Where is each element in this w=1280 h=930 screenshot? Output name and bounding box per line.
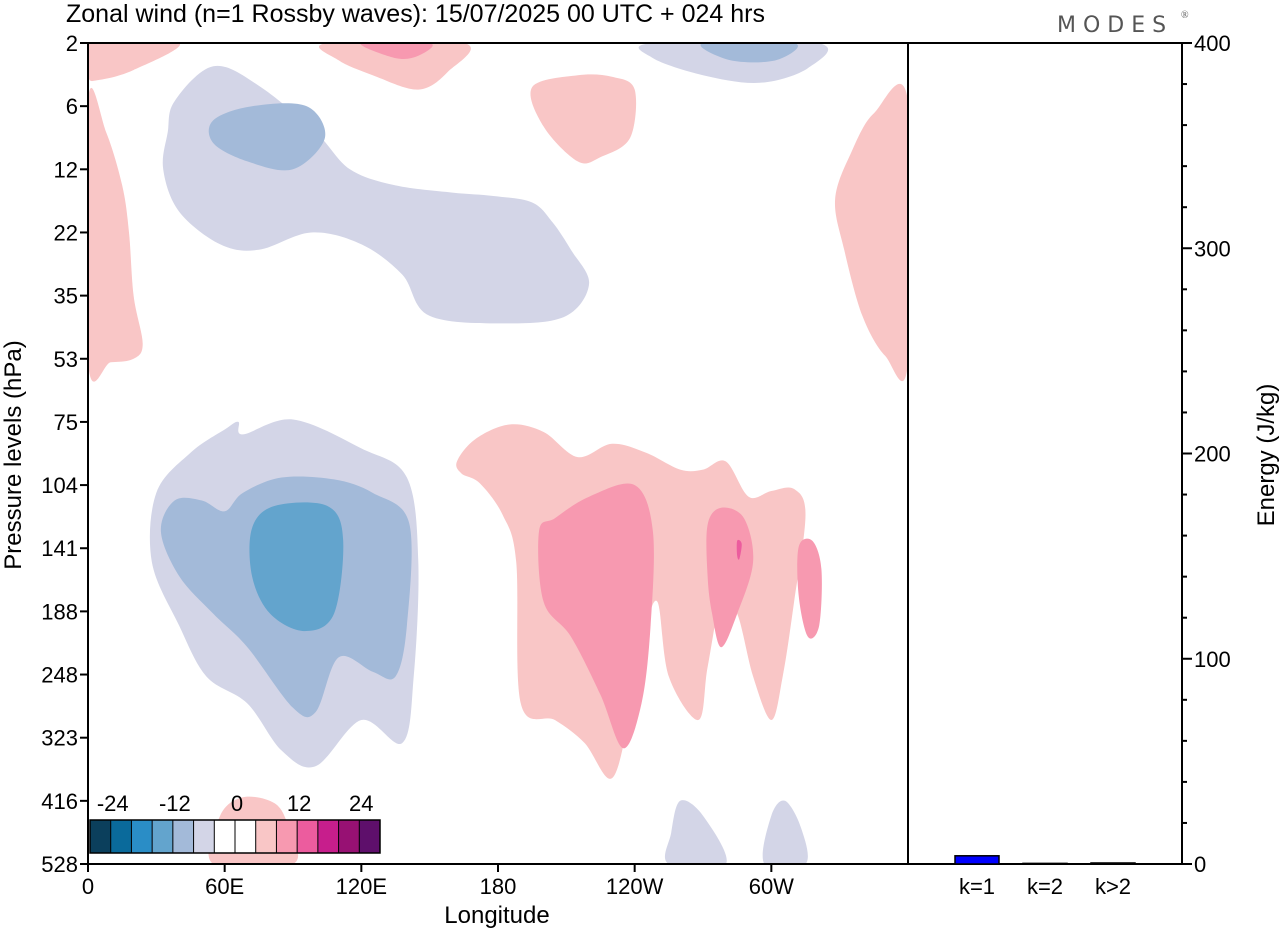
colorbar-swatch — [338, 820, 360, 853]
chart-title: Zonal wind (n=1 Rossby waves): 15/07/202… — [66, 0, 765, 28]
colorbar-swatch — [235, 820, 257, 853]
colorbar-swatch — [90, 820, 112, 853]
y-tick-label: 104 — [41, 473, 78, 498]
colorbar-tick-label: 0 — [231, 791, 243, 816]
y-tick-label: 12 — [54, 157, 78, 182]
x-tick-label: 60E — [205, 874, 244, 899]
colorbar-swatch — [276, 820, 298, 853]
contour-pos-mid-right2 — [797, 538, 822, 639]
contour-pos-upper-mid — [530, 74, 637, 164]
colorbar-swatch — [152, 820, 174, 853]
energy-bar — [954, 855, 1000, 865]
contour-neg-upper-inner — [208, 103, 326, 171]
x-tick-label: 120W — [606, 874, 664, 899]
y-tick-label: 75 — [54, 410, 78, 435]
colorbar-tick-label: -24 — [97, 791, 129, 816]
contour-pos-right-edge — [834, 84, 908, 381]
y-tick-label: 2 — [66, 31, 78, 56]
y-tick-label: 188 — [41, 599, 78, 624]
x-tick-label: 120E — [336, 874, 387, 899]
x-axis-label: Longitude — [444, 902, 549, 929]
brand-registered-mark: ® — [1181, 10, 1189, 21]
colorbar-swatch — [193, 820, 215, 853]
colorbar-swatch — [172, 820, 195, 853]
contour-pos-top-left — [88, 43, 180, 82]
energy-category-label: k=2 — [1027, 874, 1063, 899]
brand-logo: MODES — [1057, 13, 1173, 38]
contour-pos-top-mid-inner — [360, 43, 433, 59]
colorbar-swatch — [214, 820, 236, 853]
energy-axis-label: Energy (J/kg) — [1253, 384, 1280, 527]
y-axis-label: Pressure levels (hPa) — [0, 340, 27, 569]
y-tick-label: 35 — [54, 284, 78, 309]
colorbar-swatch — [297, 820, 319, 853]
contour-pos-mid-right1-core — [736, 539, 742, 560]
contour-pos-left-upper — [88, 88, 143, 382]
energy-tick-label: 0 — [1194, 852, 1206, 877]
colorbar-tick-label: -12 — [159, 791, 191, 816]
energy-tick-label: 100 — [1194, 647, 1231, 672]
energy-tick-label: 200 — [1194, 442, 1231, 467]
y-tick-label: 22 — [54, 220, 78, 245]
contour-neg-bottom-left — [665, 800, 727, 864]
y-tick-label: 248 — [41, 663, 78, 688]
colorbar-tick-label: 12 — [287, 791, 311, 816]
colorbar-tick-label: 24 — [349, 791, 373, 816]
energy-tick-label: 400 — [1194, 31, 1231, 56]
x-tick-label: 180 — [480, 874, 517, 899]
energy-category-label: k>2 — [1095, 874, 1131, 899]
colorbar-swatch — [131, 820, 153, 853]
colorbar-swatch — [255, 820, 277, 853]
y-tick-label: 53 — [54, 347, 78, 372]
energy-tick-label: 300 — [1194, 236, 1231, 261]
contour-pos-mid-right1 — [706, 507, 754, 648]
colorbar: -24 -12 0 12 24 — [89, 791, 381, 854]
y-tick-label: 323 — [41, 726, 78, 751]
contour-pos-mid-center — [538, 483, 654, 749]
x-tick-label: 0 — [82, 874, 94, 899]
energy-bar — [1022, 862, 1068, 865]
contour-neg-mid-inner — [249, 502, 344, 632]
contour-neg-top-right-inner — [700, 43, 798, 63]
y-tick-label: 416 — [41, 789, 78, 814]
heatmap-contours — [88, 43, 908, 864]
contour-neg-bottom-right — [762, 800, 808, 864]
colorbar-swatch — [359, 820, 381, 853]
energy-frame — [907, 42, 1183, 865]
contour-neg-upper-outer — [162, 65, 590, 324]
contour-pos-top-mid — [319, 43, 471, 90]
y-tick-label: 528 — [41, 852, 78, 877]
colorbar-swatch — [317, 820, 340, 853]
y-tick-label: 141 — [41, 536, 78, 561]
x-tick-label: 60W — [749, 874, 794, 899]
energy-category-label: k=1 — [959, 874, 995, 899]
energy-bars: 0 100 200 300 400 k=1 k=2 k>2 — [954, 31, 1231, 899]
y-tick-label: 6 — [66, 94, 78, 119]
colorbar-swatch — [110, 820, 132, 853]
energy-bar — [1090, 862, 1136, 865]
